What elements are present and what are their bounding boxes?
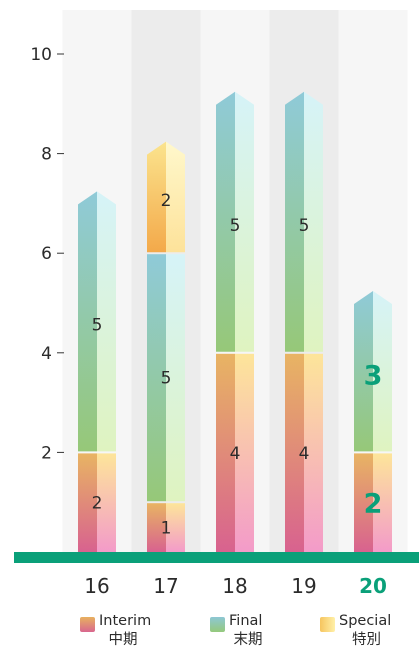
- bar-segment: [147, 141, 166, 253]
- bar-segment: [304, 91, 323, 352]
- chart-svg: 2 4 6 8 10 2 5 16 1 5 2 17 4 5 18 4 5 19 2 3 20: [14, 10, 419, 598]
- data-label: 2: [92, 494, 103, 514]
- x-tick-label: 16: [84, 574, 109, 598]
- bar-segment: [285, 353, 304, 552]
- legend-label-interim: Interim: [99, 613, 152, 629]
- legend-label-special: Special: [339, 613, 392, 629]
- bar-segment: [373, 453, 392, 552]
- y-tick-label: 2: [41, 443, 52, 463]
- legend-label-final-ja: 末期: [233, 632, 263, 648]
- bar-segment: [354, 291, 373, 452]
- data-label: 3: [364, 360, 383, 391]
- data-label: 4: [230, 444, 241, 464]
- bar-segment: [285, 91, 304, 352]
- bar-segment: [147, 254, 166, 502]
- bar-segment: [216, 91, 235, 352]
- data-label: 1: [161, 519, 172, 539]
- bar-segment: [78, 453, 97, 552]
- x-tick-label: 18: [222, 574, 247, 598]
- bar-segment: [97, 191, 116, 452]
- y-tick-label: 6: [41, 244, 52, 264]
- bar-segment: [304, 353, 323, 552]
- data-label: 5: [161, 369, 172, 389]
- bar-segment: [166, 503, 185, 552]
- bar-segment: [147, 503, 166, 552]
- bar-segment: [235, 353, 254, 552]
- legend-label-interim-ja: 中期: [108, 632, 138, 648]
- legend-swatch-special: [320, 617, 335, 632]
- y-tick-label: 4: [41, 344, 52, 364]
- legend-swatch-interim: [80, 617, 95, 632]
- y-tick-label: 10: [30, 45, 52, 65]
- bar-segment: [97, 453, 116, 552]
- bar-segment: [354, 453, 373, 552]
- legend-swatch-final: [210, 617, 225, 632]
- bar-segment: [166, 141, 185, 253]
- data-label: 5: [299, 216, 310, 236]
- x-tick-label: 20: [359, 574, 387, 598]
- data-label: 4: [299, 444, 310, 464]
- bar-segment: [373, 291, 392, 452]
- bar-segment: [166, 254, 185, 502]
- data-label: 2: [364, 489, 383, 520]
- legend: Interim 中期 Final 末期 Special 特別: [0, 610, 419, 650]
- bar-segment: [216, 353, 235, 552]
- x-tick-label: 17: [153, 574, 178, 598]
- legend-label-special-ja: 特別: [352, 632, 381, 648]
- y-tick-label: 8: [41, 145, 52, 165]
- x-tick-label: 19: [291, 574, 316, 598]
- bar-segment: [235, 91, 254, 352]
- data-label: 5: [230, 216, 241, 236]
- baseline: [14, 552, 419, 563]
- data-label: 2: [161, 191, 172, 211]
- bar-segment: [78, 191, 97, 452]
- legend-label-final: Final: [229, 613, 263, 629]
- data-label: 5: [92, 316, 103, 336]
